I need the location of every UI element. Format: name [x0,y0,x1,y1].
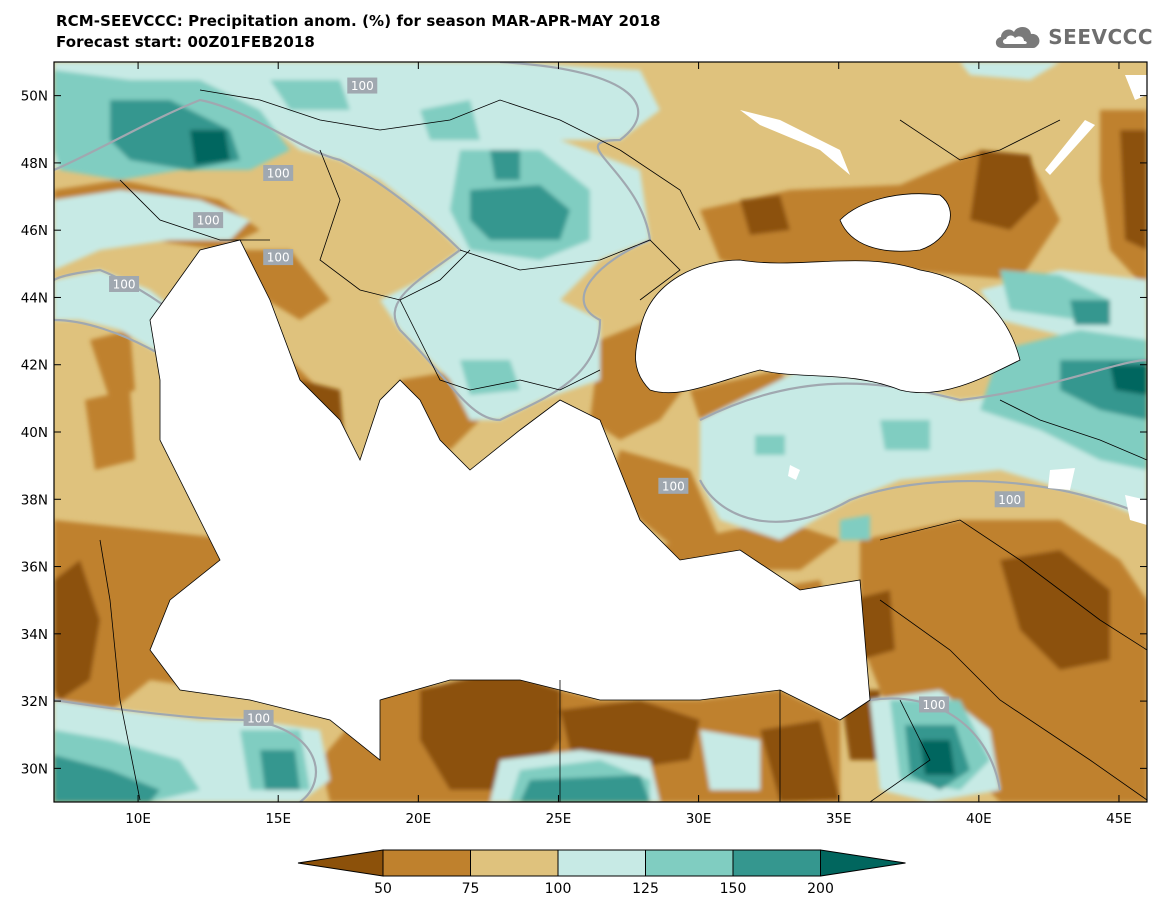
cloud-icon [996,26,1040,48]
contour-label-text: 100 [998,493,1021,507]
contour-label-box [263,165,294,181]
lat-tick-label: 50N [21,89,48,105]
contour-label-box [193,212,224,229]
lat-tick-label: 30N [21,761,48,777]
forecast-start-subtitle: Forecast start: 00Z01FEB2018 [56,33,315,51]
contour-label: 100 [919,696,950,713]
lon-tick-label: 30E [686,811,712,827]
lake-marks [740,75,1147,525]
colorbar-label: 100 [545,881,572,897]
colorbar-label: 150 [720,881,747,897]
lat-tick-label: 34N [21,627,48,643]
lon-tick-label: 10E [125,811,151,827]
colorbar-label: 200 [807,881,834,897]
lat-tick-label: 44N [21,290,48,306]
lat-tick-label: 48N [21,156,48,172]
logo-text: SEEVCCC [1048,25,1153,49]
colorbar-segment [557,849,646,877]
lon-tick-label: 45E [1106,811,1132,827]
colorbar-segment [820,849,906,877]
lon-tick-label: 40E [966,811,992,827]
colorbar-segment [732,849,821,877]
lon-tick-label: 25E [546,811,572,827]
contour-label-text: 100 [662,479,685,493]
contour-label-box [109,276,140,292]
sea-areas [149,193,1021,761]
country-borders [99,89,1147,802]
contour-labels: 100 100 100 100 100 100 100 100 100 [109,77,1025,726]
longitude-ticks: 10E 15E 20E 25E 30E 35E 40E 45E [125,62,1132,827]
map-title: RCM-SEEVCCC: Precipitation anom. (%) for… [56,12,661,30]
latitude-ticks: 50N 48N 46N 44N 42N 40N 38N 36N 34N 32N 30N [21,89,1147,777]
contour-label-box [994,491,1025,508]
contour-label-text: 100 [197,214,220,228]
lon-tick-label: 35E [826,811,852,827]
contour-label-box [347,77,378,94]
colorbar-segment [470,849,559,877]
lon-tick-label: 15E [265,811,291,827]
lat-tick-label: 46N [21,223,48,239]
contour-label-text: 100 [267,167,290,181]
colorbar-label: 125 [632,881,659,897]
contour-label-text: 100 [113,278,136,292]
contour-label-box [658,477,689,494]
contour-label-text: 100 [923,698,946,712]
contour-label: 100 [109,276,140,292]
lon-tick-label: 20E [405,811,431,827]
contour-label: 100 [263,249,294,266]
contour-label: 100 [263,165,294,181]
anomaly-field [54,62,1147,802]
contour-label-box [919,696,950,713]
colorbar: 50 75 100 125 150 200 [297,849,906,897]
lat-tick-label: 38N [21,492,48,508]
seevccc-logo: SEEVCCC [992,22,1153,52]
lat-tick-label: 32N [21,694,48,710]
contour-label-box [263,249,294,266]
lat-tick-label: 42N [21,358,48,374]
colorbar-segment [645,849,734,877]
contour-label: 100 [994,491,1025,508]
contour-label-text: 100 [247,711,270,725]
colorbar-segment [382,849,471,877]
contour-label-text: 100 [267,251,290,265]
contour-label: 100 [658,477,689,494]
lat-tick-label: 40N [21,425,48,441]
contour-label-text: 100 [351,79,374,93]
contour-label-box [243,709,274,726]
colorbar-label: 75 [462,881,480,897]
contour-label: 100 [243,709,274,726]
contour-label: 100 [347,77,378,94]
lat-tick-label: 36N [21,560,48,576]
colorbar-segment [297,849,384,877]
contour-lines [54,62,1147,802]
colorbar-label: 50 [374,881,392,897]
contour-label: 100 [193,212,224,229]
